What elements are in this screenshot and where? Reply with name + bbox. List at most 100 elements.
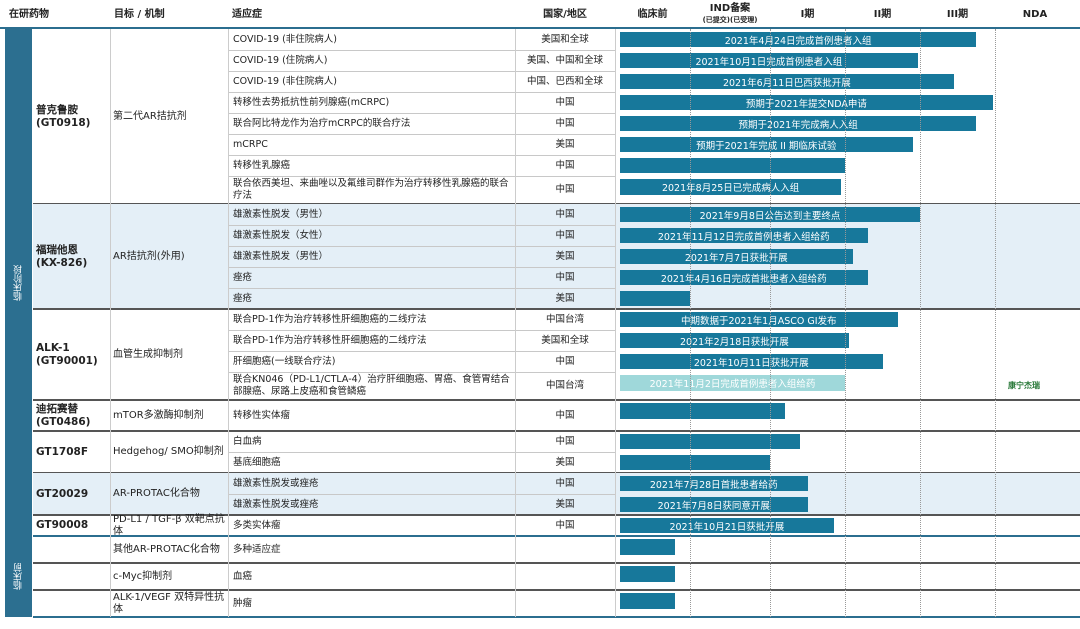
- progress-bar: 2021年6月11日巴西获批开展: [620, 74, 954, 89]
- row-divider: [228, 113, 615, 114]
- region: 中国: [555, 229, 575, 241]
- indication: 血癌: [233, 570, 253, 582]
- region: 中国台湾: [545, 313, 584, 325]
- row-divider: [228, 134, 615, 135]
- indication: 转移性乳腺癌: [233, 159, 291, 171]
- indication: 联合PD-1作为治疗转移性肝细胞癌的二线疗法: [233, 313, 427, 325]
- region: 美国和全球: [541, 334, 589, 346]
- drug-target: PD-L1 / TGF-β 双靶点抗体: [113, 513, 225, 537]
- drug-name: ALK-1: [36, 342, 70, 354]
- column-header: 目标 / 机制: [114, 9, 165, 20]
- drug-target: Hedgehog/ SMO抑制剂: [113, 446, 224, 457]
- drug-target: 其他AR-PROTAC化合物: [113, 543, 220, 555]
- indication: 联合阿比特龙作为治疗mCRPC的联合疗法: [233, 117, 411, 129]
- indication: 痤疮: [233, 292, 253, 304]
- column-line: [515, 29, 516, 617]
- drug-divider: [33, 589, 1080, 591]
- progress-bar: 2021年11月2日完成首例患者入组给药: [620, 375, 845, 391]
- column-line: [110, 29, 111, 617]
- indication: 雄激素性脱发或痤疮: [233, 498, 319, 510]
- column-header: I期: [800, 9, 815, 20]
- drug-target: AR拮抗剂(外用): [113, 250, 185, 262]
- region: 中国: [555, 208, 575, 220]
- region: 美国: [555, 138, 575, 150]
- drug-target: AR-PROTAC化合物: [113, 488, 200, 499]
- progress-bar: [620, 539, 675, 555]
- indication: 雄激素性脱发（女性）: [233, 229, 329, 241]
- row-divider: [228, 155, 615, 156]
- indication: 联合KN046（PD-L1/CTLA-4）治疗肝细胞癌、胃癌、食管胃结合部腺癌、…: [233, 374, 510, 397]
- progress-bar: 预期于2021年完成病人入组: [620, 116, 977, 131]
- indication: COVID-19 (非住院病人): [233, 33, 338, 45]
- row-divider: [228, 288, 615, 289]
- drug-target: 第二代AR拮抗剂: [113, 110, 187, 122]
- progress-bar: 预期于2021年完成 II 期临床试验: [620, 137, 913, 152]
- region: 中国、巴西和全球: [526, 75, 603, 87]
- progress-bar: [620, 434, 800, 449]
- row-divider: [228, 71, 615, 72]
- progress-bar: 2021年8月25日已完成病人入组: [620, 179, 842, 195]
- drug-code: (GT0486): [36, 416, 91, 428]
- region: 中国: [555, 271, 575, 283]
- column-line: [228, 29, 229, 617]
- header-bg: [0, 0, 1080, 29]
- row-divider: [228, 267, 615, 268]
- column-subheader: (已提交)(已受理): [702, 15, 758, 24]
- indication: 联合依西美坦、来曲唑以及氟维司群作为治疗转移性乳腺癌的联合疗法: [233, 178, 509, 201]
- region: 中国: [555, 477, 575, 489]
- progress-bar: 2021年10月11日获批开展: [620, 354, 883, 369]
- drug-divider: [33, 399, 1080, 401]
- row-divider: [228, 176, 615, 177]
- progress-bar: 2021年10月1日完成首例患者入组: [620, 53, 918, 68]
- region: 美国和全球: [541, 33, 589, 45]
- row-divider: [228, 330, 615, 331]
- progress-bar: [620, 455, 770, 470]
- indication: 联合PD-1作为治疗转移性肝细胞癌的二线疗法: [233, 334, 427, 346]
- region: 美国、中国和全球: [526, 54, 603, 66]
- group-band: 临床阶段: [5, 29, 32, 536]
- drug-name: 普克鲁胺: [36, 104, 78, 116]
- row-divider: [228, 351, 615, 352]
- phase-line: [995, 29, 996, 617]
- progress-bar: [620, 566, 675, 582]
- progress-bar: 中期数据于2021年1月ASCO GI发布: [620, 312, 898, 327]
- drug-target: ALK-1/VEGF 双特异性抗体: [113, 591, 225, 615]
- progress-bar: 2021年7月7日获批开展: [620, 249, 853, 264]
- drug-code: (KX-826): [36, 257, 88, 269]
- row-divider: [228, 246, 615, 247]
- region: 中国: [555, 184, 575, 195]
- indication: 转移性去势抵抗性前列腺癌(mCRPC): [233, 96, 390, 108]
- drug-code: (GT0918): [36, 117, 91, 129]
- drug-divider: [33, 514, 1080, 516]
- progress-bar: 2021年7月8日获同意开展: [620, 497, 808, 512]
- progress-bar: 预期于2021年提交NDA申请: [620, 95, 993, 110]
- phase-line: [770, 29, 771, 617]
- indication: 雄激素性脱发或痤疮: [233, 477, 319, 489]
- region: 美国: [555, 498, 575, 510]
- indication: 雄激素性脱发（男性）: [233, 208, 329, 220]
- region: 中国台湾: [545, 380, 584, 391]
- indication: 肝细胞癌(一线联合疗法): [233, 355, 336, 367]
- indication: 多种适应症: [233, 543, 281, 555]
- row-divider: [228, 225, 615, 226]
- progress-bar: 2021年7月28日首批患者给药: [620, 476, 808, 491]
- progress-bar: [620, 593, 675, 609]
- drug-code: (GT90001): [36, 355, 98, 367]
- drug-divider: [33, 616, 1080, 618]
- region: 中国: [555, 159, 575, 171]
- drug-name: 迪拓赛替: [36, 403, 78, 415]
- indication: 基底细胞癌: [233, 456, 281, 468]
- row-divider: [228, 494, 615, 495]
- drug-divider: [33, 472, 1080, 474]
- drug-name: GT20029: [36, 487, 89, 500]
- progress-bar: 2021年4月16日完成首批患者入组给药: [620, 270, 868, 285]
- progress-bar: 2021年4月24日完成首例患者入组: [620, 32, 977, 47]
- phase-line: [920, 29, 921, 617]
- region: 美国: [555, 292, 575, 304]
- drug-divider: [33, 562, 1080, 564]
- drug-name: 福瑞他恩: [36, 244, 78, 256]
- progress-bar: [620, 291, 690, 306]
- drug-divider: [33, 308, 1080, 310]
- progress-bar: 2021年2月18日获批开展: [620, 333, 849, 348]
- region: 美国: [555, 456, 575, 468]
